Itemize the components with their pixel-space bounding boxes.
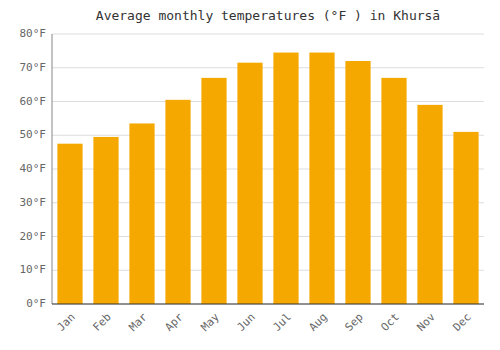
x-tick-label: Oct xyxy=(379,311,402,334)
y-tick-label: 70°F xyxy=(20,61,47,74)
x-tick-label: Jun xyxy=(235,311,258,334)
y-tick-label: 40°F xyxy=(20,162,47,175)
x-axis-line xyxy=(52,303,484,304)
bar xyxy=(453,132,478,304)
y-tick-label: 10°F xyxy=(20,263,47,276)
bar xyxy=(201,78,226,304)
y-tick-label: 20°F xyxy=(20,230,47,243)
title: Average monthly temperatures (°F ) in Kh… xyxy=(96,8,440,23)
x-tick-label: Nov xyxy=(415,310,439,334)
chart-container: Average monthly temperatures (°F ) in Kh… xyxy=(0,0,500,350)
y-tick-label: 80°F xyxy=(20,27,47,40)
x-axis: Jan Feb Mar Apr May Jun Jul Aug Sep Oct Nov Dec xyxy=(55,310,474,334)
bar xyxy=(165,100,190,304)
x-tick-label: Jan xyxy=(55,311,78,334)
bar xyxy=(381,78,406,304)
chart: Average monthly temperatures (°F ) in Kh… xyxy=(0,0,500,350)
bar xyxy=(345,61,370,304)
bar xyxy=(273,53,298,304)
y-axis-line xyxy=(52,34,53,304)
grid-line xyxy=(52,67,484,68)
x-tick-label: Aug xyxy=(307,311,330,334)
x-tick-label: Jul xyxy=(271,311,294,334)
bar xyxy=(237,63,262,304)
grid-line xyxy=(52,34,484,35)
grid-line xyxy=(52,101,484,102)
bar xyxy=(309,53,334,304)
bar xyxy=(93,137,118,304)
y-tick-label: 30°F xyxy=(20,196,47,209)
y-tick-label: 50°F xyxy=(20,128,47,141)
x-tick-label: Dec xyxy=(451,311,474,334)
x-tick-label: May xyxy=(199,310,223,334)
y-axis: 0°F 10°F 20°F 30°F 40°F 50°F 60°F 70°F 80°F xyxy=(20,27,485,310)
bar xyxy=(57,144,82,304)
y-tick-label: 0°F xyxy=(26,297,46,310)
bar xyxy=(129,123,154,304)
x-tick-label: Sep xyxy=(343,311,366,334)
x-tick-label: Mar xyxy=(127,310,151,334)
x-tick-label: Apr xyxy=(163,310,187,334)
y-tick-label: 60°F xyxy=(20,95,47,108)
bar xyxy=(417,105,442,304)
bars xyxy=(57,53,478,304)
grid-line xyxy=(52,304,484,305)
x-tick-label: Feb xyxy=(91,311,114,334)
